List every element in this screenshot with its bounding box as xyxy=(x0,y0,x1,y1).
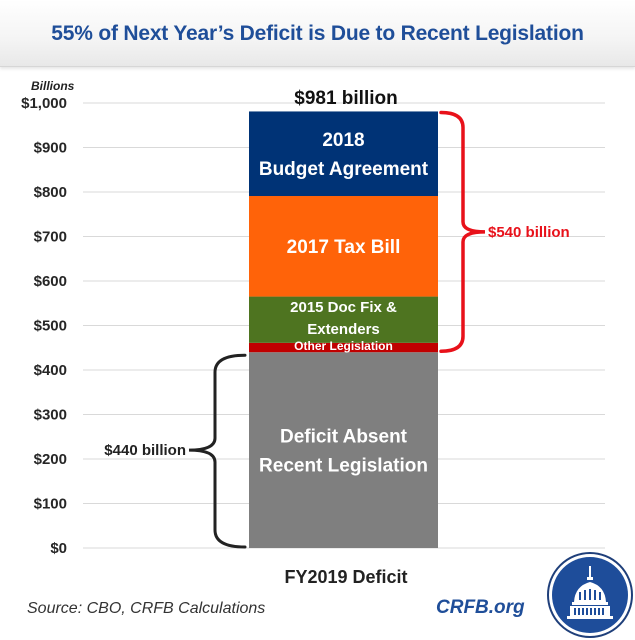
segment-label: Budget Agreement xyxy=(259,159,429,180)
brace-label: $540 billion xyxy=(488,224,570,241)
y-tick-label: $200 xyxy=(34,451,67,468)
x-category-label: FY2019 Deficit xyxy=(284,567,407,587)
y-axis-label: Billions xyxy=(31,79,75,93)
segment-label: Extenders xyxy=(307,321,380,338)
capitol-dome-seal-icon xyxy=(547,552,633,638)
chart-title: 55% of Next Year’s Deficit is Due to Rec… xyxy=(51,22,584,45)
bar-segment xyxy=(249,342,438,353)
title-banner: 55% of Next Year’s Deficit is Due to Rec… xyxy=(0,0,635,67)
y-tick-label: $600 xyxy=(34,273,67,290)
segment-label: Deficit Absent xyxy=(280,426,408,447)
site-link[interactable]: CRFB.org xyxy=(436,597,525,618)
segment-labels: Deficit Absent Recent Legislation Other Le… xyxy=(259,130,429,476)
y-tick-label: $900 xyxy=(34,140,67,157)
y-tick-label: $500 xyxy=(34,318,67,335)
source-note: Source: CBO, CRFB Calculations xyxy=(27,600,266,617)
segment-label: 2018 xyxy=(322,130,364,151)
segment-label: 2015 Doc Fix & xyxy=(290,299,397,316)
y-tick-label: $800 xyxy=(34,184,67,201)
brace-left xyxy=(188,353,247,549)
bar-segment xyxy=(249,296,438,343)
bar-segment xyxy=(249,111,438,197)
brace-label: $440 billion xyxy=(104,442,186,459)
y-tick-label: $100 xyxy=(34,496,67,513)
brace-right xyxy=(439,110,486,353)
y-tick-label: $400 xyxy=(34,362,67,379)
y-tick-label: $0 xyxy=(50,540,67,557)
bar-segments xyxy=(249,111,438,548)
y-tick-label: $700 xyxy=(34,229,67,246)
y-axis-ticks: $0 $100 $200 $300 $400 $500 $600 $700 $800 $900 $1… xyxy=(21,95,67,557)
bar-segment xyxy=(249,196,438,297)
segment-label: Recent Legislation xyxy=(259,455,428,476)
brace-annotations: $540 billion $440 billion xyxy=(104,110,570,549)
segment-label: 2017 Tax Bill xyxy=(287,237,401,258)
total-label: $981 billion xyxy=(294,88,397,109)
segment-label: Other Legislation xyxy=(294,339,393,353)
y-tick-label: $300 xyxy=(34,407,67,424)
y-tick-label: $1,000 xyxy=(21,95,67,112)
bar-segment xyxy=(249,352,438,548)
